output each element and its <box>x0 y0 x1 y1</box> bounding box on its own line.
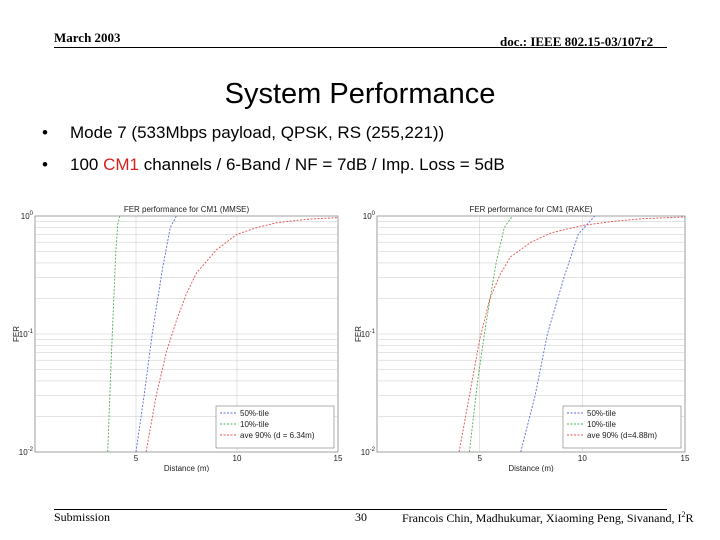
x-tick-label: 10 <box>578 454 587 463</box>
header-date: March 2003 <box>54 30 121 45</box>
bullet-prefix: 100 <box>70 155 104 174</box>
x-tick-label: 15 <box>334 454 343 463</box>
footer-authors-sup: 2 <box>681 510 686 519</box>
series-line <box>468 215 513 453</box>
y-axis-label: FER <box>12 326 21 342</box>
bullet-suffix: channels / 6-Band / NF = 7dB / Imp. Loss… <box>139 155 505 174</box>
y-axis-label: FER <box>354 326 363 342</box>
legend-entry: 50%-tile <box>240 409 269 418</box>
legend-box <box>562 405 682 449</box>
footer-authors-tail: R <box>685 511 694 525</box>
bullet-highlight-cm1: CM1 <box>103 155 139 174</box>
series-line <box>135 215 177 453</box>
footer-divider <box>54 509 667 510</box>
slide-title: System Performance <box>224 78 496 110</box>
x-tick-label: 5 <box>134 454 139 463</box>
x-axis-label: Distance (m) <box>164 464 210 472</box>
series-line <box>107 215 121 453</box>
x-tick-label: 10 <box>233 454 242 463</box>
chart-rake: FER performance for CM1 (RAKE) Distance (… <box>354 205 690 472</box>
header-divider <box>54 47 667 48</box>
series-line <box>520 215 596 453</box>
x-axis-label: Distance (m) <box>508 464 554 472</box>
y-tick-label: 100 <box>363 211 376 221</box>
y-tick-label: 10-2 <box>19 447 34 457</box>
legend-entry: 10%-tile <box>587 420 616 429</box>
chart-title: FER performance for CM1 (RAKE) <box>469 205 592 214</box>
x-tick-label: 15 <box>681 454 690 463</box>
footer-page-number: 30 <box>355 510 367 524</box>
footer-authors: Francois Chin, Madhukumar, Xiaoming Peng… <box>402 510 694 526</box>
legend-entry: ave 90% (d = 6.34m) <box>240 431 315 440</box>
legend-entry: ave 90% (d=4.88m) <box>587 431 657 440</box>
header-doc-id: doc.: IEEE 802.15-03/107r2 <box>500 34 654 49</box>
chart-title: FER performance for CM1 (MMSE) <box>124 205 250 214</box>
y-tick-label: 10-1 <box>361 329 376 339</box>
legend-entry: 50%-tile <box>587 409 616 418</box>
series-line <box>458 216 686 453</box>
y-tick-label: 10-1 <box>19 329 34 339</box>
chart-mmse: FER performance for CM1 (MMSE) Distance (… <box>12 205 343 472</box>
y-tick-label: 10-2 <box>361 447 376 457</box>
y-tick-label: 100 <box>21 211 34 221</box>
bullet-marker: • <box>42 123 48 142</box>
bullet-text: Mode 7 (533Mbps payload, QPSK, RS (255,2… <box>70 123 445 142</box>
footer-submission: Submission <box>54 510 111 524</box>
bullet-mode: • Mode 7 (533Mbps payload, QPSK, RS (255,… <box>42 123 444 143</box>
bullet-channels: • 100 CM1 channels / 6-Band / NF = 7dB / … <box>42 155 505 175</box>
legend-entry: 10%-tile <box>240 420 269 429</box>
x-tick-label: 5 <box>477 454 482 463</box>
legend-box <box>215 405 335 449</box>
footer-authors-main: Francois Chin, Madhukumar, Xiaoming Peng… <box>402 511 682 525</box>
bullet-marker: • <box>42 155 48 174</box>
